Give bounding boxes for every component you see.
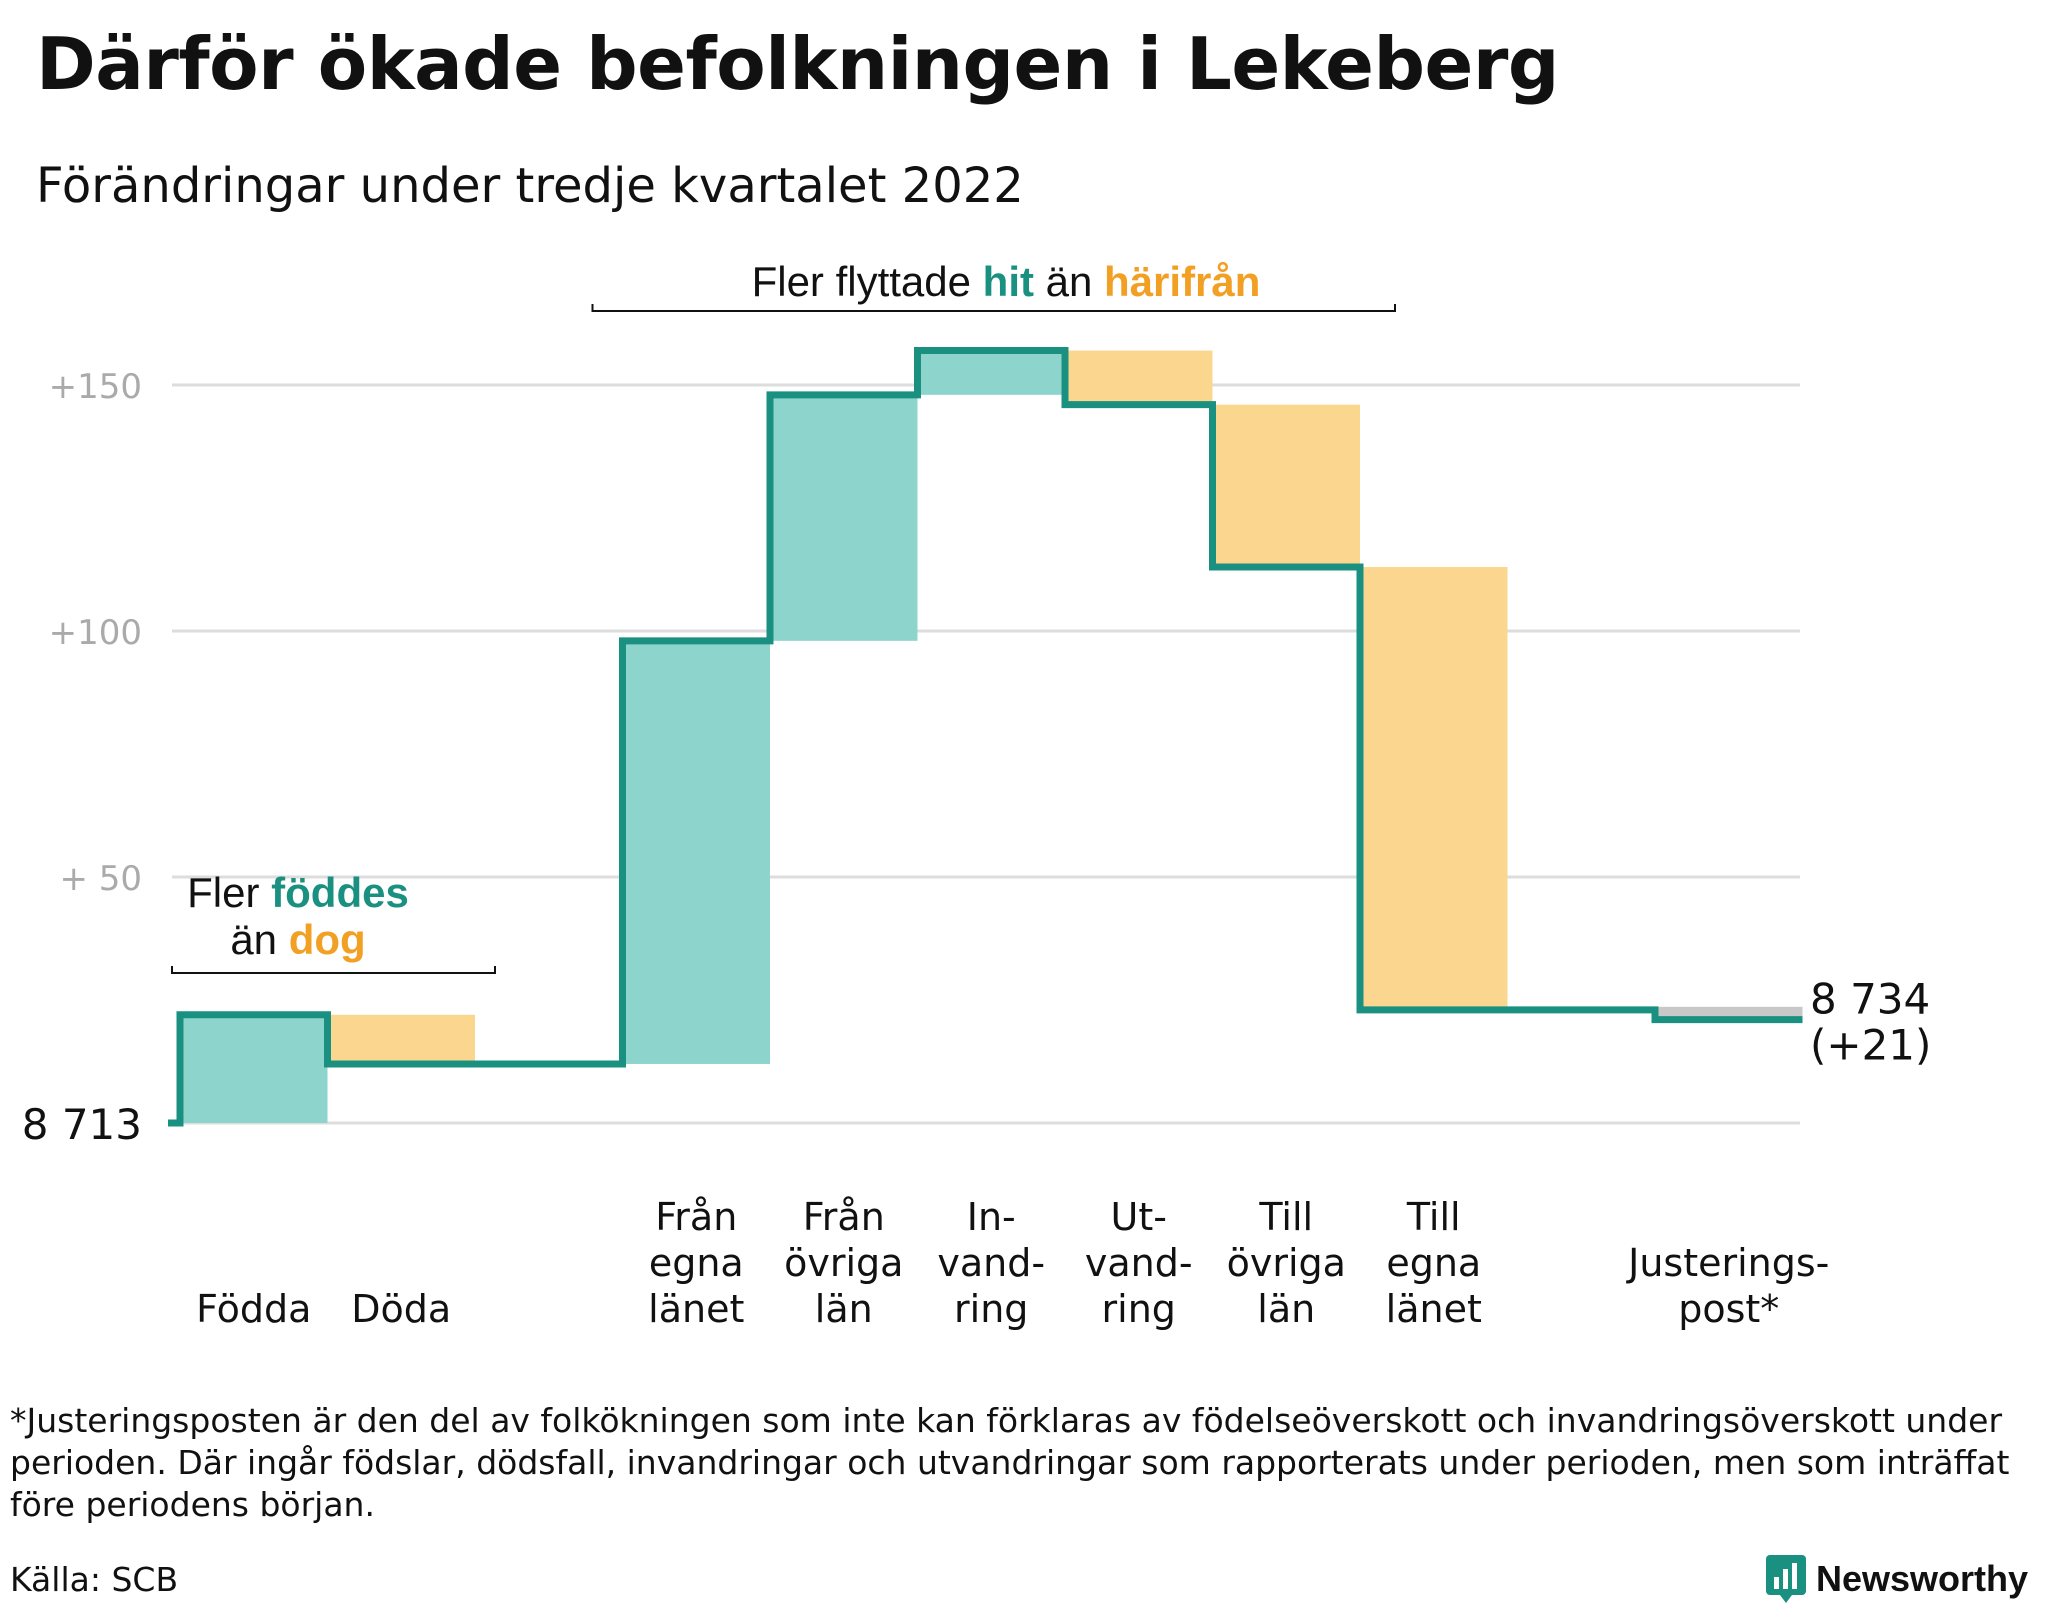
bar-från-egna-länet — [622, 640, 770, 1064]
category-label: Till — [1406, 1195, 1461, 1239]
category-label: ring — [1102, 1287, 1176, 1331]
source-label: Källa: SCB — [10, 1560, 179, 1599]
y-tick-label: +100 — [49, 613, 142, 653]
category-label: Födda — [196, 1287, 311, 1331]
annotation-births-line: Fler föddes — [187, 869, 409, 916]
annotation-moves-plain-text: Fler flyttade — [752, 258, 983, 305]
final-value-label: 8 734 — [1810, 975, 1930, 1024]
bar-döda — [327, 1014, 475, 1064]
bar-justerings-post — [1655, 1006, 1803, 1017]
bar-till-övriga-län — [1212, 404, 1360, 568]
newsworthy-logo-icon — [1765, 1555, 1806, 1603]
bar-till-egna-länet — [1360, 567, 1508, 1010]
footnote: *Justeringsposten är den del av folkökni… — [10, 1401, 2010, 1524]
brand-name: Newsworthy — [1815, 1558, 2028, 1599]
final-change-label: (+21) — [1810, 1021, 1931, 1070]
annotation-moves-plain-text: än — [1034, 258, 1104, 305]
annotation-births-out-text: dog — [289, 916, 366, 963]
annotation-moves-in-text: hit — [983, 258, 1034, 305]
bar-födda — [180, 1014, 328, 1123]
category-label: egna — [1386, 1241, 1481, 1285]
annotation-births-plain-text: än — [230, 916, 288, 963]
category-label: länet — [648, 1287, 744, 1331]
chart-title: Därför ökade befolkningen i Lekeberg — [36, 22, 1559, 106]
category-label: övriga — [1227, 1241, 1346, 1285]
annotation-moves-bracket — [591, 304, 1396, 312]
category-label: ring — [954, 1287, 1028, 1331]
brand-logo: Newsworthy — [1765, 1555, 2028, 1603]
category-label: Från — [803, 1195, 885, 1239]
category-label: vand- — [1085, 1241, 1193, 1285]
baseline-value-label: 8 713 — [22, 1100, 142, 1149]
category-label: egna — [649, 1241, 744, 1285]
category-label: länet — [1386, 1287, 1482, 1331]
annotation-births-plain-text: Fler — [187, 869, 271, 916]
chart-subtitle: Förändringar under tredje kvartalet 2022 — [36, 158, 1024, 214]
category-label: post* — [1678, 1287, 1779, 1331]
annotation-moves-line: Fler flyttade hit än härifrån — [752, 258, 1261, 305]
category-label: Döda — [351, 1287, 451, 1331]
annotation-moves-out-text: härifrån — [1104, 258, 1260, 305]
category-label: län — [815, 1287, 873, 1331]
category-label: Från — [655, 1195, 737, 1239]
cumulative-step-line — [168, 347, 1803, 1127]
annotation-births-bracket — [171, 966, 496, 974]
category-label: vand- — [937, 1241, 1045, 1285]
y-tick-label: + 50 — [59, 859, 142, 899]
category-label: övriga — [784, 1241, 903, 1285]
annotation-births-in-text: föddes — [271, 869, 409, 916]
y-tick-label: +150 — [49, 367, 142, 407]
annotation-births-line: än dog — [230, 916, 365, 963]
category-label: Ut- — [1111, 1195, 1167, 1239]
category-label: län — [1257, 1287, 1315, 1331]
bar-in-vand-ring — [917, 350, 1065, 395]
bar-från-övriga-län — [770, 394, 918, 641]
category-label: In- — [967, 1195, 1016, 1239]
category-label: Justerings- — [1626, 1241, 1829, 1285]
bar-ut-vand-ring — [1065, 350, 1213, 405]
category-label: Till — [1258, 1195, 1313, 1239]
